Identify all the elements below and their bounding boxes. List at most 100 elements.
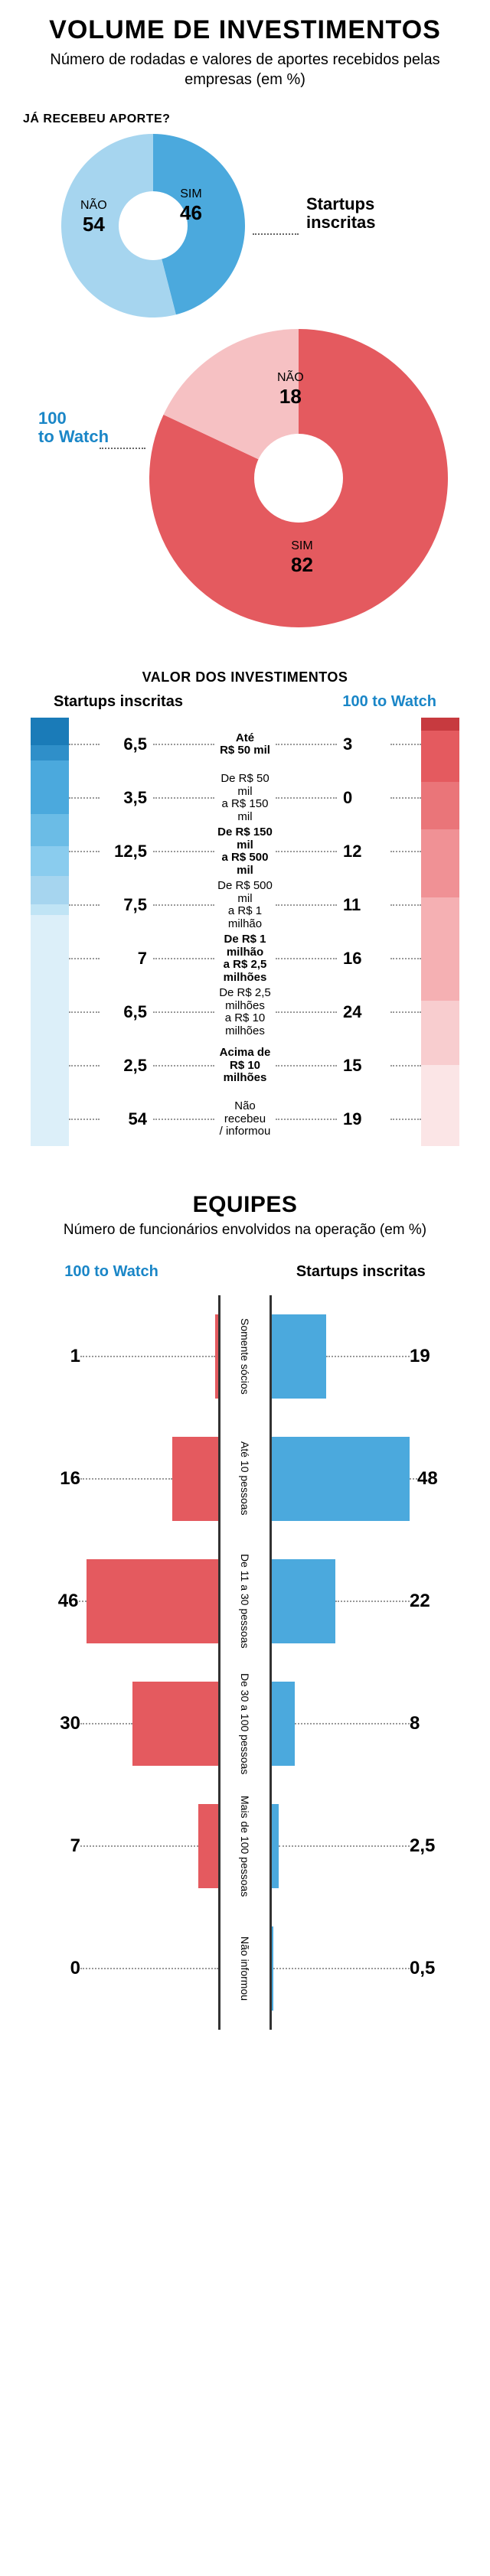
valor-desc: Não recebeu/ informou <box>214 1100 276 1138</box>
mirror-right-value: 19 <box>410 1346 456 1367</box>
dots <box>276 851 337 852</box>
valor-row: 6,5De R$ 2,5 milhõesa R$ 10 milhões24 <box>69 985 421 1039</box>
mirror-category: De 11 a 30 pessoas <box>239 1554 251 1649</box>
stackbar-seg <box>31 745 69 760</box>
dots <box>80 1845 198 1847</box>
valor-desc: AtéR$ 50 mil <box>214 732 276 757</box>
section3-right-label: Startups inscritas <box>296 1263 426 1280</box>
dots <box>390 744 421 745</box>
mirror-row: 0 0,5Não informou <box>23 1907 467 2030</box>
donut1-side-label: Startupsinscritas <box>306 195 376 232</box>
stackbar-seg <box>421 731 459 782</box>
stackbar-seg <box>421 718 459 731</box>
mirror-right: 0,5 <box>245 1926 467 2011</box>
valor-rows: 6,5AtéR$ 50 mil33,5De R$ 50 mila R$ 150 … <box>69 718 421 1146</box>
mirror-left-value: 30 <box>34 1713 80 1734</box>
stackbar-seg <box>31 760 69 814</box>
dots <box>69 851 100 852</box>
mirror-right-bar <box>272 1314 326 1399</box>
dots <box>276 1065 337 1067</box>
dots <box>69 744 100 745</box>
mirror-right-bar <box>272 1804 279 1888</box>
valor-row: 54 Não recebeu/ informou 19 <box>69 1093 421 1146</box>
dots <box>80 1723 132 1724</box>
mirror-left-value: 7 <box>34 1835 80 1857</box>
dots <box>390 1119 421 1120</box>
dots <box>276 1119 337 1120</box>
stackbar-seg <box>31 814 69 846</box>
valor-desc: De R$ 500 mila R$ 1 milhão <box>214 880 276 930</box>
section2: VALOR DOS INVESTIMENTOS Startups inscrit… <box>23 669 467 1146</box>
dots <box>79 1601 87 1602</box>
section1-subtitle: Número de rodadas e valores de aportes r… <box>23 50 467 90</box>
mirror-left-value: 16 <box>34 1468 80 1490</box>
dots <box>69 1011 100 1013</box>
valor-right-value: 19 <box>337 1109 390 1129</box>
mirror-left-bar <box>215 1314 218 1399</box>
mirror-left: 1 <box>23 1314 245 1399</box>
mirror-left-value: 0 <box>34 1958 80 1979</box>
valor-row: 2,5Acima deR$ 10 milhões15 <box>69 1039 421 1093</box>
dots <box>326 1356 410 1357</box>
leader-line <box>253 233 299 235</box>
valor-left-value: 54 <box>100 1109 153 1129</box>
dots <box>410 1478 417 1480</box>
mirror-row: 119Somente sócios <box>23 1295 467 1418</box>
donut1-nao: NÃO54 <box>80 199 107 236</box>
mirror-left: 7 <box>23 1804 245 1888</box>
mirror-right-bar <box>272 1437 410 1521</box>
dots <box>390 797 421 799</box>
dots <box>69 958 100 959</box>
dots <box>390 1011 421 1013</box>
mirror-left: 46 <box>23 1559 245 1643</box>
dots <box>69 797 100 799</box>
mirror-left-bar <box>87 1559 219 1643</box>
dots <box>153 1119 214 1120</box>
mirror-left-value: 46 <box>33 1591 79 1612</box>
dots <box>69 904 100 906</box>
mirror-right-value: 2,5 <box>410 1835 456 1857</box>
dots <box>153 797 214 799</box>
section2-body: 6,5AtéR$ 50 mil33,5De R$ 50 mila R$ 150 … <box>23 718 467 1146</box>
mirror-category: Não informou <box>239 1936 251 2001</box>
valor-desc: De R$ 50 mila R$ 150 mil <box>214 773 276 823</box>
mirror-right-value: 8 <box>410 1713 456 1734</box>
mirror-left: 30 <box>23 1682 245 1766</box>
mirror-right: 8 <box>245 1682 467 1766</box>
mirror-right-bar <box>272 1682 295 1766</box>
stackbar-seg <box>421 782 459 829</box>
donut2-side-label: 100to Watch <box>38 409 109 446</box>
dots <box>335 1601 410 1602</box>
dots <box>276 797 337 799</box>
mirror-right: 19 <box>245 1314 467 1399</box>
dots <box>153 958 214 959</box>
dots <box>69 1065 100 1067</box>
dots <box>153 1011 214 1013</box>
valor-left-value: 2,5 <box>100 1056 153 1076</box>
section3-left-label: 100 to Watch <box>64 1263 158 1280</box>
mirror-right-bar <box>272 1559 335 1643</box>
valor-row: 7,5De R$ 500 mila R$ 1 milhão11 <box>69 878 421 932</box>
valor-left-value: 6,5 <box>100 734 153 754</box>
valor-desc: De R$ 1 milhãoa R$ 2,5 milhões <box>214 933 276 984</box>
dots <box>153 851 214 852</box>
section2-left-label: Startups inscritas <box>54 693 183 710</box>
valor-desc: Acima deR$ 10 milhões <box>214 1047 276 1085</box>
valor-right-value: 24 <box>337 1002 390 1022</box>
stackbar-seg <box>421 897 459 1000</box>
dots <box>390 1065 421 1067</box>
mirror-category: Mais de 100 pessoas <box>239 1796 251 1897</box>
donut2-nao: NÃO18 <box>277 371 304 409</box>
dots <box>153 1065 214 1067</box>
dots <box>390 851 421 852</box>
section1-question: JÁ RECEBEU APORTE? <box>23 112 467 126</box>
valor-right-value: 16 <box>337 949 390 969</box>
stackbar-seg <box>421 1001 459 1065</box>
valor-right-value: 11 <box>337 895 390 915</box>
mirror-right: 48 <box>245 1437 467 1521</box>
donut1-sim: SIM46 <box>180 187 202 225</box>
valor-desc: De R$ 2,5 milhõesa R$ 10 milhões <box>214 987 276 1037</box>
valor-left-value: 7 <box>100 949 153 969</box>
section3-body: 119Somente sócios1648Até 10 pessoas4622D… <box>23 1295 467 2030</box>
valor-left-value: 3,5 <box>100 788 153 808</box>
